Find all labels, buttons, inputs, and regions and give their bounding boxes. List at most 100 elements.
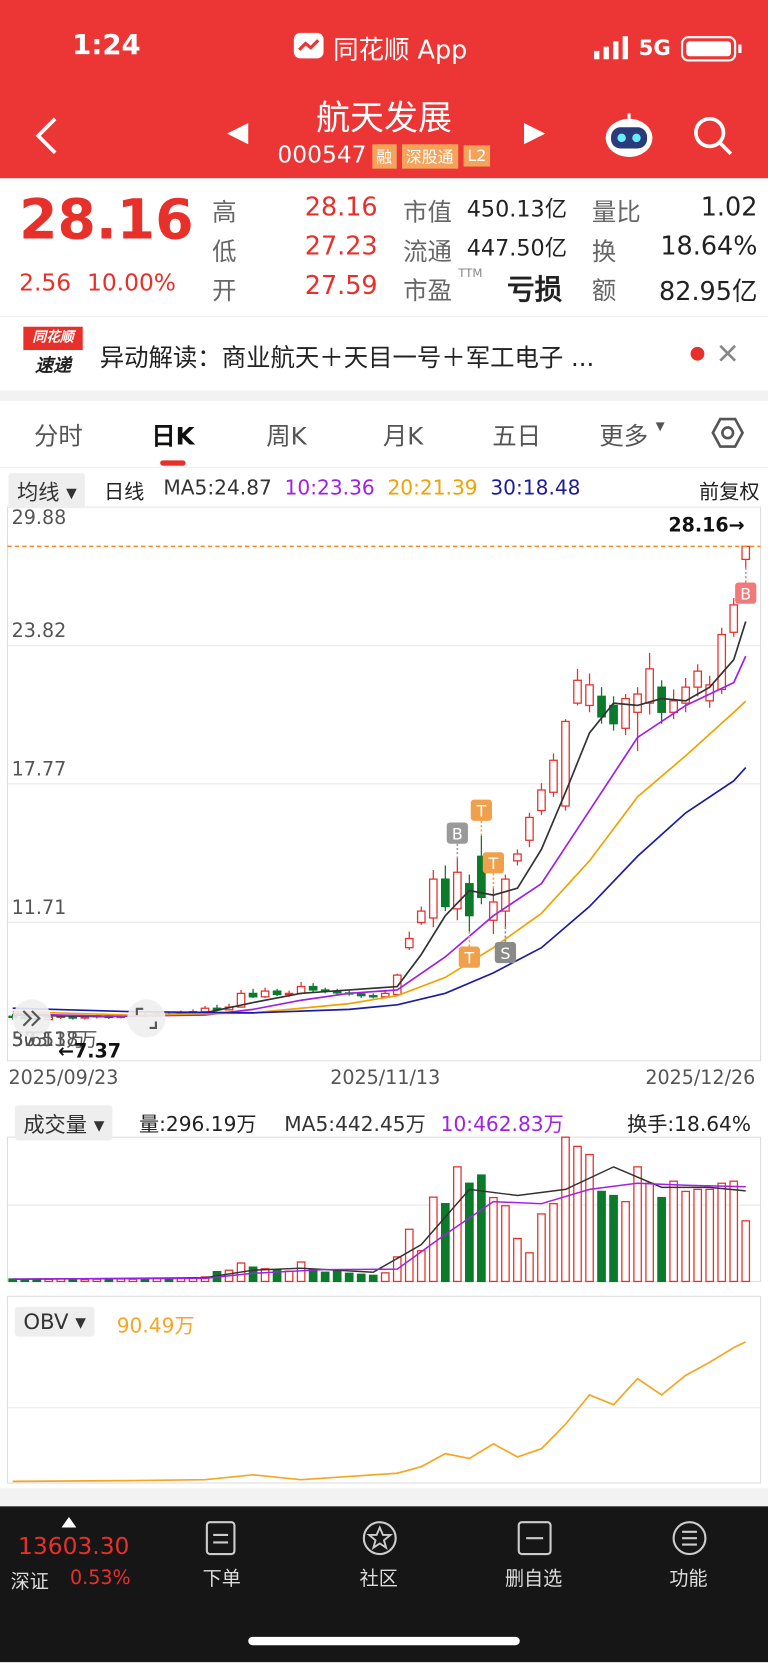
volume-bar <box>164 1278 174 1283</box>
stock-name: 航天发展 <box>316 97 452 138</box>
volume-bar <box>260 1268 270 1283</box>
volume-selector[interactable]: 成交量 ▾ <box>14 1105 113 1141</box>
order-icon[interactable] <box>205 1520 239 1556</box>
function-icon[interactable] <box>670 1519 708 1557</box>
signal-icon <box>594 36 628 60</box>
news-text[interactable]: 异动解读：商业航天＋天目一号＋军工电子 ... <box>99 344 595 373</box>
tab[interactable]: 分时 <box>33 423 83 451</box>
last-price: 28.16 <box>19 188 194 253</box>
y-tick-label: 17.77 <box>12 757 67 780</box>
home-indicator <box>248 1636 520 1646</box>
volume-bar <box>693 1188 703 1283</box>
volume-bar <box>705 1188 715 1283</box>
bottom-bar <box>0 1506 768 1663</box>
field-label: 市值 <box>403 199 452 228</box>
candle-body <box>248 992 258 998</box>
field-label: 流通 <box>403 238 452 267</box>
nav-label[interactable]: 社区 <box>359 1567 398 1591</box>
candle-body <box>489 901 498 921</box>
candle-body <box>392 974 402 996</box>
code-row: 000547 融深股通 L2 <box>0 142 768 169</box>
stock-tag: 融 <box>371 143 397 169</box>
candle-body <box>440 878 450 908</box>
volume-bar <box>657 1196 666 1283</box>
candle-body <box>549 759 558 793</box>
candle-body <box>633 693 642 713</box>
volume-bar <box>645 1182 654 1283</box>
tab-indicator <box>160 460 186 466</box>
volume-bar <box>477 1174 486 1283</box>
adjust-label[interactable]: 前复权 <box>699 480 760 504</box>
legend-item: 10:462.83万 <box>440 1112 564 1137</box>
index-value[interactable]: 13603.30 <box>18 1533 130 1561</box>
news-logo: 同花顺 速递 <box>23 326 83 380</box>
field-label: 高 <box>212 199 237 228</box>
candle-body <box>284 992 294 996</box>
tab[interactable]: 周K <box>266 423 307 451</box>
ma-selector[interactable]: 均线 ▾ <box>8 473 86 509</box>
volume-bar <box>356 1273 366 1283</box>
next-stock[interactable] <box>522 121 547 146</box>
community-icon[interactable] <box>361 1519 399 1557</box>
line <box>12 621 747 1018</box>
volume-bar <box>549 1203 558 1283</box>
volume-bar <box>597 1190 606 1283</box>
fullscreen-button[interactable] <box>127 999 166 1038</box>
tab[interactable]: 月K <box>382 423 424 451</box>
field-value: 18.64% <box>660 231 758 261</box>
field-label: 额 <box>591 277 617 306</box>
settings-button[interactable] <box>711 416 745 450</box>
period-label: 日线 <box>103 480 145 504</box>
prev-stock[interactable] <box>225 121 250 146</box>
candle-body <box>561 720 570 807</box>
nav-label[interactable]: 下单 <box>202 1567 241 1591</box>
volume-bar <box>332 1270 342 1283</box>
field-sup: TTM <box>458 266 483 281</box>
tab[interactable]: 日K <box>151 423 195 451</box>
search-button[interactable] <box>692 115 734 157</box>
signal-badge <box>494 941 517 964</box>
field-value: 27.59 <box>304 270 378 301</box>
separator <box>0 1488 768 1507</box>
field-label: 开 <box>212 277 237 306</box>
volume-bar <box>80 1278 90 1283</box>
back-button[interactable] <box>32 115 62 157</box>
unfollow-icon[interactable] <box>517 1520 553 1556</box>
stock-tag: L2 <box>463 145 491 167</box>
fullscreen-icon <box>135 1007 157 1029</box>
x-tick-label: 2025/12/26 <box>645 1066 755 1089</box>
price-change: 2.56 <box>19 270 72 298</box>
assistant-button[interactable] <box>603 112 656 159</box>
volume-bar <box>633 1166 642 1283</box>
tab[interactable]: 更多 <box>599 423 649 451</box>
candle-body <box>741 545 751 561</box>
line <box>12 1182 746 1280</box>
volume-bar <box>465 1182 474 1283</box>
field-value: 亏损 <box>507 274 563 307</box>
volume-bar <box>741 1220 751 1283</box>
divider <box>0 466 768 468</box>
obv-selector[interactable]: OBV ▾ <box>14 1306 95 1337</box>
candle-body <box>513 853 522 862</box>
index-change: 0.53% <box>70 1566 131 1590</box>
candle-body <box>681 686 691 704</box>
news-close[interactable] <box>718 344 737 363</box>
candle-body <box>272 990 282 996</box>
volume-bar <box>525 1252 534 1283</box>
line <box>12 1166 746 1280</box>
candle-body <box>260 990 270 998</box>
news-logo-bottom: 速递 <box>35 355 72 377</box>
volume-bar <box>621 1201 630 1283</box>
candle-body <box>693 670 703 688</box>
line <box>12 1341 747 1483</box>
nav-label[interactable]: 删自选 <box>504 1567 563 1591</box>
signal-badge <box>458 946 480 968</box>
signal-label: B <box>452 824 463 843</box>
max-label: 28.16→ <box>668 514 744 537</box>
nav-label[interactable]: 功能 <box>669 1567 708 1591</box>
candle-body <box>729 604 739 633</box>
candle-body <box>428 878 438 919</box>
tab[interactable]: 五日 <box>492 423 542 451</box>
